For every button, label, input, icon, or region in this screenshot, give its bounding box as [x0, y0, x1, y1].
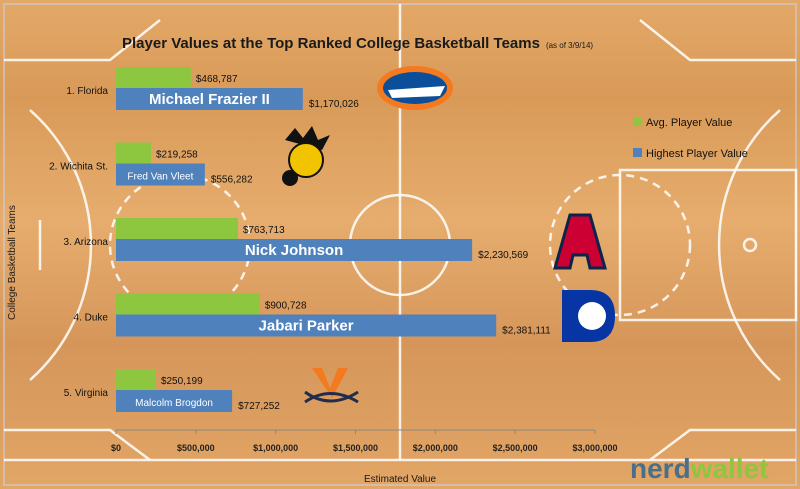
chart-subtitle: (as of 3/9/14) — [546, 41, 593, 50]
x-tick-label: $2,500,000 — [493, 443, 538, 453]
arizona-a-logo — [553, 213, 607, 270]
nerdwallet-logo: nerdwallet — [630, 453, 769, 484]
player-name-label: Nick Johnson — [245, 242, 343, 259]
category-label: 2. Wichita St. — [49, 162, 108, 173]
x-tick-label: $0 — [111, 443, 121, 453]
x-tick-label: $1,000,000 — [253, 443, 298, 453]
x-tick-label: $3,000,000 — [572, 443, 617, 453]
legend-label-avg: Avg. Player Value — [646, 117, 732, 129]
data-label-highest: $556,282 — [211, 175, 253, 186]
bar-avg-player-value — [116, 142, 152, 164]
bar-highest-player-value — [116, 239, 473, 261]
bar-avg-player-value — [116, 218, 238, 239]
svg-text:nerdwallet: nerdwallet — [630, 453, 769, 484]
player-name-label: Fred Van Vleet — [127, 172, 193, 183]
data-label-avg: $763,713 — [243, 225, 285, 236]
x-tick-label: $1,500,000 — [333, 443, 378, 453]
legend-label-highest: Highest Player Value — [646, 148, 748, 160]
x-axis-label: Estimated Value — [364, 474, 437, 485]
data-label-highest: $2,230,569 — [478, 250, 528, 261]
category-label: 3. Arizona — [64, 237, 109, 248]
data-label-highest: $727,252 — [238, 401, 280, 412]
bar-avg-player-value — [116, 67, 191, 88]
x-tick-label: $2,000,000 — [413, 443, 458, 453]
player-name-label: Jabari Parker — [259, 318, 354, 335]
data-label-avg: $250,199 — [161, 376, 203, 387]
wichita-state-shocker-logo — [282, 126, 330, 186]
bar-highest-player-value — [116, 88, 303, 110]
bar-avg-player-value — [116, 293, 260, 315]
data-label-avg: $900,728 — [265, 301, 307, 312]
chart-title: Player Values at the Top Ranked College … — [122, 35, 540, 52]
data-label-avg: $468,787 — [196, 74, 238, 85]
florida-gator-logo — [377, 66, 453, 110]
bar-highest-player-value — [116, 314, 497, 337]
player-name-label: Michael Frazier II — [149, 91, 270, 108]
duke-blue-devil-logo — [562, 290, 615, 342]
bar-highest-player-value — [116, 390, 233, 412]
data-label-avg: $219,258 — [156, 150, 198, 161]
legend: Avg. Player Value Highest Player Value — [633, 117, 748, 160]
category-label: 5. Virginia — [64, 388, 109, 399]
category-label: 1. Florida — [66, 86, 108, 97]
legend-swatch-highest — [633, 148, 642, 157]
data-label-highest: $1,170,026 — [309, 99, 359, 110]
bar-highest-player-value — [116, 163, 205, 186]
data-label-highest: $2,381,111 — [502, 326, 551, 337]
legend-swatch-avg — [633, 117, 642, 126]
bar-avg-player-value — [116, 369, 156, 390]
y-axis-label: College Basketball Teams — [7, 205, 18, 320]
player-name-label: Malcolm Brogdon — [135, 398, 213, 409]
category-label: 4. Duke — [74, 313, 109, 324]
virginia-v-sabres-logo — [304, 368, 359, 404]
x-tick-label: $500,000 — [177, 443, 215, 453]
